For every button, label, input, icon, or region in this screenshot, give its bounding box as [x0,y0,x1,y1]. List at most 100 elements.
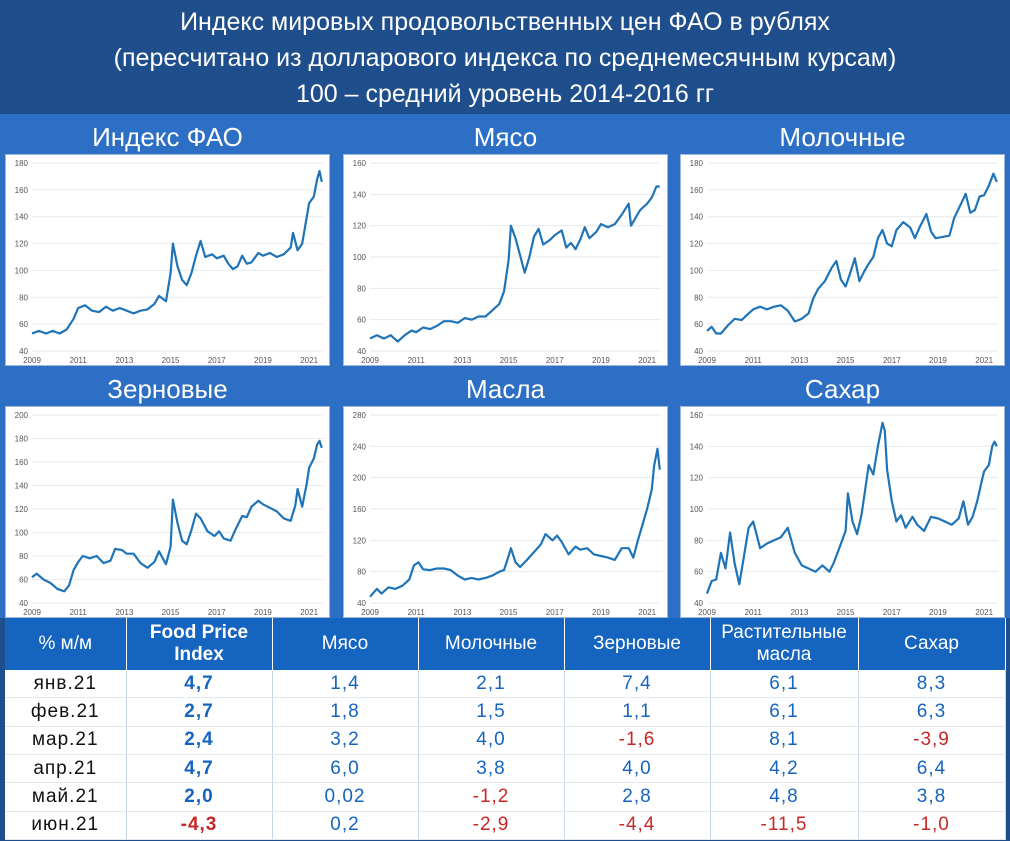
row-period-label: мар.21 [5,726,127,755]
header-food-price-index: Food Price Index [126,618,273,670]
x-tick-label: 2015 [500,356,518,365]
table-cell: 1,5 [418,697,565,727]
table-cell: 2,4 [126,726,273,755]
table-cell: -1,0 [858,811,1006,841]
y-tick-label: 100 [15,266,29,275]
x-tick-label: 2017 [883,356,901,365]
table-cell: 6,4 [858,754,1006,784]
y-tick-label: 60 [19,576,28,585]
table-cell: 6,3 [858,697,1006,727]
row-period-label: июн.21 [5,811,127,841]
x-tick-label: 2011 [408,608,426,617]
x-tick-label: 2017 [883,608,901,617]
header-meat: Мясо [272,618,419,670]
y-tick-label: 160 [353,505,367,514]
x-tick-label: 2011 [745,356,763,365]
x-tick-label: 2019 [929,608,947,617]
table-cell: 3,8 [858,782,1006,812]
x-tick-label: 2015 [162,608,180,617]
chart-title-dairy: Молочные [779,122,906,152]
y-tick-label: 160 [353,159,367,168]
table-cell: 7,4 [564,670,711,699]
x-tick-label: 2021 [975,608,993,617]
chart-title-fao: Индекс ФАО [92,122,243,152]
y-tick-label: 140 [353,190,367,199]
y-tick-label: 100 [353,253,367,262]
table-row: апр.21 4,7 6,0 3,8 4,0 4,2 6,4 [5,754,1006,784]
y-tick-label: 80 [694,536,703,545]
y-tick-label: 100 [690,505,704,514]
x-tick-label: 2015 [837,356,855,365]
x-tick-label: 2017 [546,608,564,617]
x-tick-label: 2013 [115,608,133,617]
page-header: Индекс мировых продовольственных цен ФАО… [0,0,1010,114]
y-tick-label: 140 [690,442,704,451]
table-cell: 0,02 [272,782,419,812]
x-tick-label: 2019 [929,356,947,365]
table-cell: 4,7 [126,754,273,784]
y-tick-label: 200 [15,411,29,420]
x-tick-label: 2021 [300,356,318,365]
table-cell: -3,9 [858,726,1006,755]
header-dairy: Молочные [418,618,565,670]
table-cell: -1,2 [418,782,565,812]
table-cell: 0,2 [272,811,419,841]
table-cell: 1,1 [564,697,711,727]
table-cell: 2,7 [126,697,273,727]
y-tick-label: 60 [694,568,703,577]
y-tick-label: 160 [15,186,29,195]
x-tick-label: 2011 [70,356,88,365]
x-tick-label: 2019 [254,608,272,617]
x-tick-label: 2017 [208,356,226,365]
x-tick-label: 2009 [698,608,716,617]
table-row: янв.21 4,7 1,4 2,1 7,4 6,1 8,3 [5,670,1006,699]
row-period-label: май.21 [5,782,127,812]
series-line [705,421,998,594]
x-tick-label: 2015 [500,608,518,617]
table-cell: -2,9 [418,811,565,841]
y-tick-label: 160 [15,458,29,467]
x-tick-label: 2019 [254,356,272,365]
y-tick-label: 180 [690,159,704,168]
chart-title-sugar: Сахар [804,374,881,404]
x-tick-label: 2013 [790,356,808,365]
y-tick-label: 40 [694,347,703,356]
y-tick-label: 60 [357,316,366,325]
x-tick-label: 2009 [698,356,716,365]
series-line [369,447,661,598]
y-tick-label: 40 [19,347,28,356]
y-tick-label: 40 [694,599,703,608]
x-tick-label: 2013 [453,356,471,365]
x-tick-label: 2011 [745,608,763,617]
y-tick-label: 140 [690,213,704,222]
y-tick-label: 120 [353,222,367,231]
y-tick-label: 180 [15,159,29,168]
x-tick-label: 2011 [70,608,88,617]
x-tick-label: 2017 [546,356,564,365]
x-tick-label: 2021 [638,608,656,617]
chart-title-oils: Масла [465,374,546,404]
chart-grains: 40 60 80 100 120 140 160 180 200 2009 2011 2013 2015… [5,406,330,618]
y-tick-label: 100 [690,266,704,275]
series-line [31,439,323,593]
table-header-row: % м/м Food Price Index Мясо Молочные Зер… [5,618,1006,670]
row-period-label: янв.21 [5,670,127,699]
x-tick-label: 2013 [453,608,471,617]
table-cell: -4,3 [126,811,273,841]
y-tick-label: 200 [353,474,367,483]
x-tick-label: 2015 [162,356,180,365]
table-cell: 2,0 [126,782,273,812]
chart-oils: 40 80 120 160 200 240 280 2009 2011 2013 2015 2017 2… [343,406,668,618]
x-tick-label: 2021 [300,608,318,617]
table-cell: 4,0 [418,726,565,755]
page-title: Индекс мировых продовольственных цен ФАО… [180,8,830,36]
chart-meat: 40 60 80 100 120 140 160 2009 2011 2013 2015 2017 20… [343,154,668,366]
x-tick-label: 2013 [115,356,133,365]
y-tick-label: 280 [353,411,367,420]
y-tick-label: 80 [19,293,28,302]
y-tick-label: 80 [357,568,366,577]
series-line [706,172,998,335]
y-tick-label: 40 [19,599,28,608]
chart-title-meat: Мясо [473,122,538,152]
y-tick-label: 120 [690,474,704,483]
